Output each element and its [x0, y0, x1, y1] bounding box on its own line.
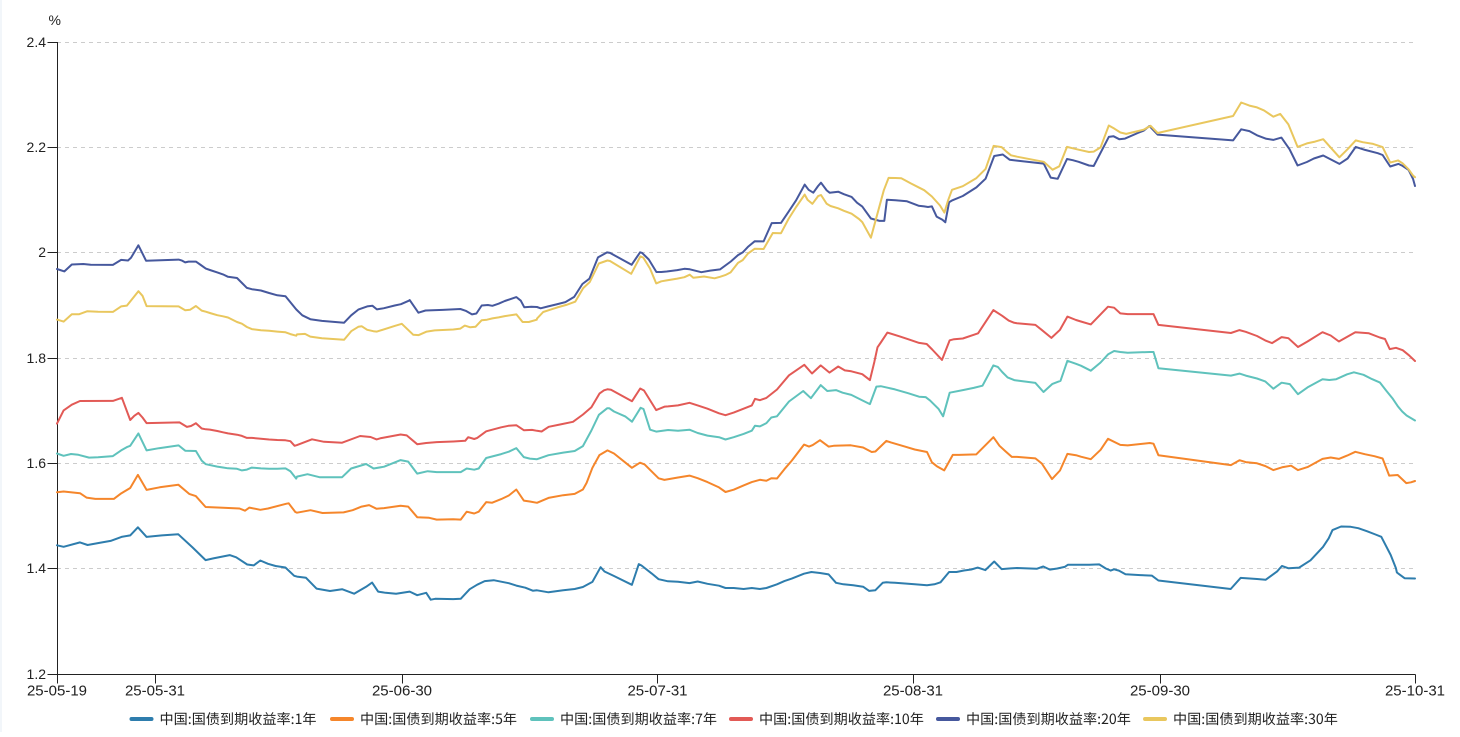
- svg-text:2: 2: [38, 244, 46, 260]
- svg-text:%: %: [49, 12, 61, 28]
- svg-text:1.4: 1.4: [27, 560, 47, 576]
- svg-text:2.2: 2.2: [27, 139, 47, 155]
- svg-text:25-05-19: 25-05-19: [27, 683, 87, 700]
- svg-text:1.2: 1.2: [27, 666, 47, 682]
- svg-text:1.6: 1.6: [27, 455, 47, 471]
- svg-text:2.4: 2.4: [27, 34, 47, 50]
- svg-text:25-10-31: 25-10-31: [1385, 683, 1445, 700]
- svg-text:1.8: 1.8: [27, 350, 47, 366]
- svg-text:25-07-31: 25-07-31: [627, 683, 687, 700]
- svg-text:25-09-30: 25-09-30: [1130, 683, 1190, 700]
- svg-text:25-05-31: 25-05-31: [125, 683, 185, 700]
- svg-text:25-06-30: 25-06-30: [372, 683, 432, 700]
- svg-text:25-08-31: 25-08-31: [883, 683, 943, 700]
